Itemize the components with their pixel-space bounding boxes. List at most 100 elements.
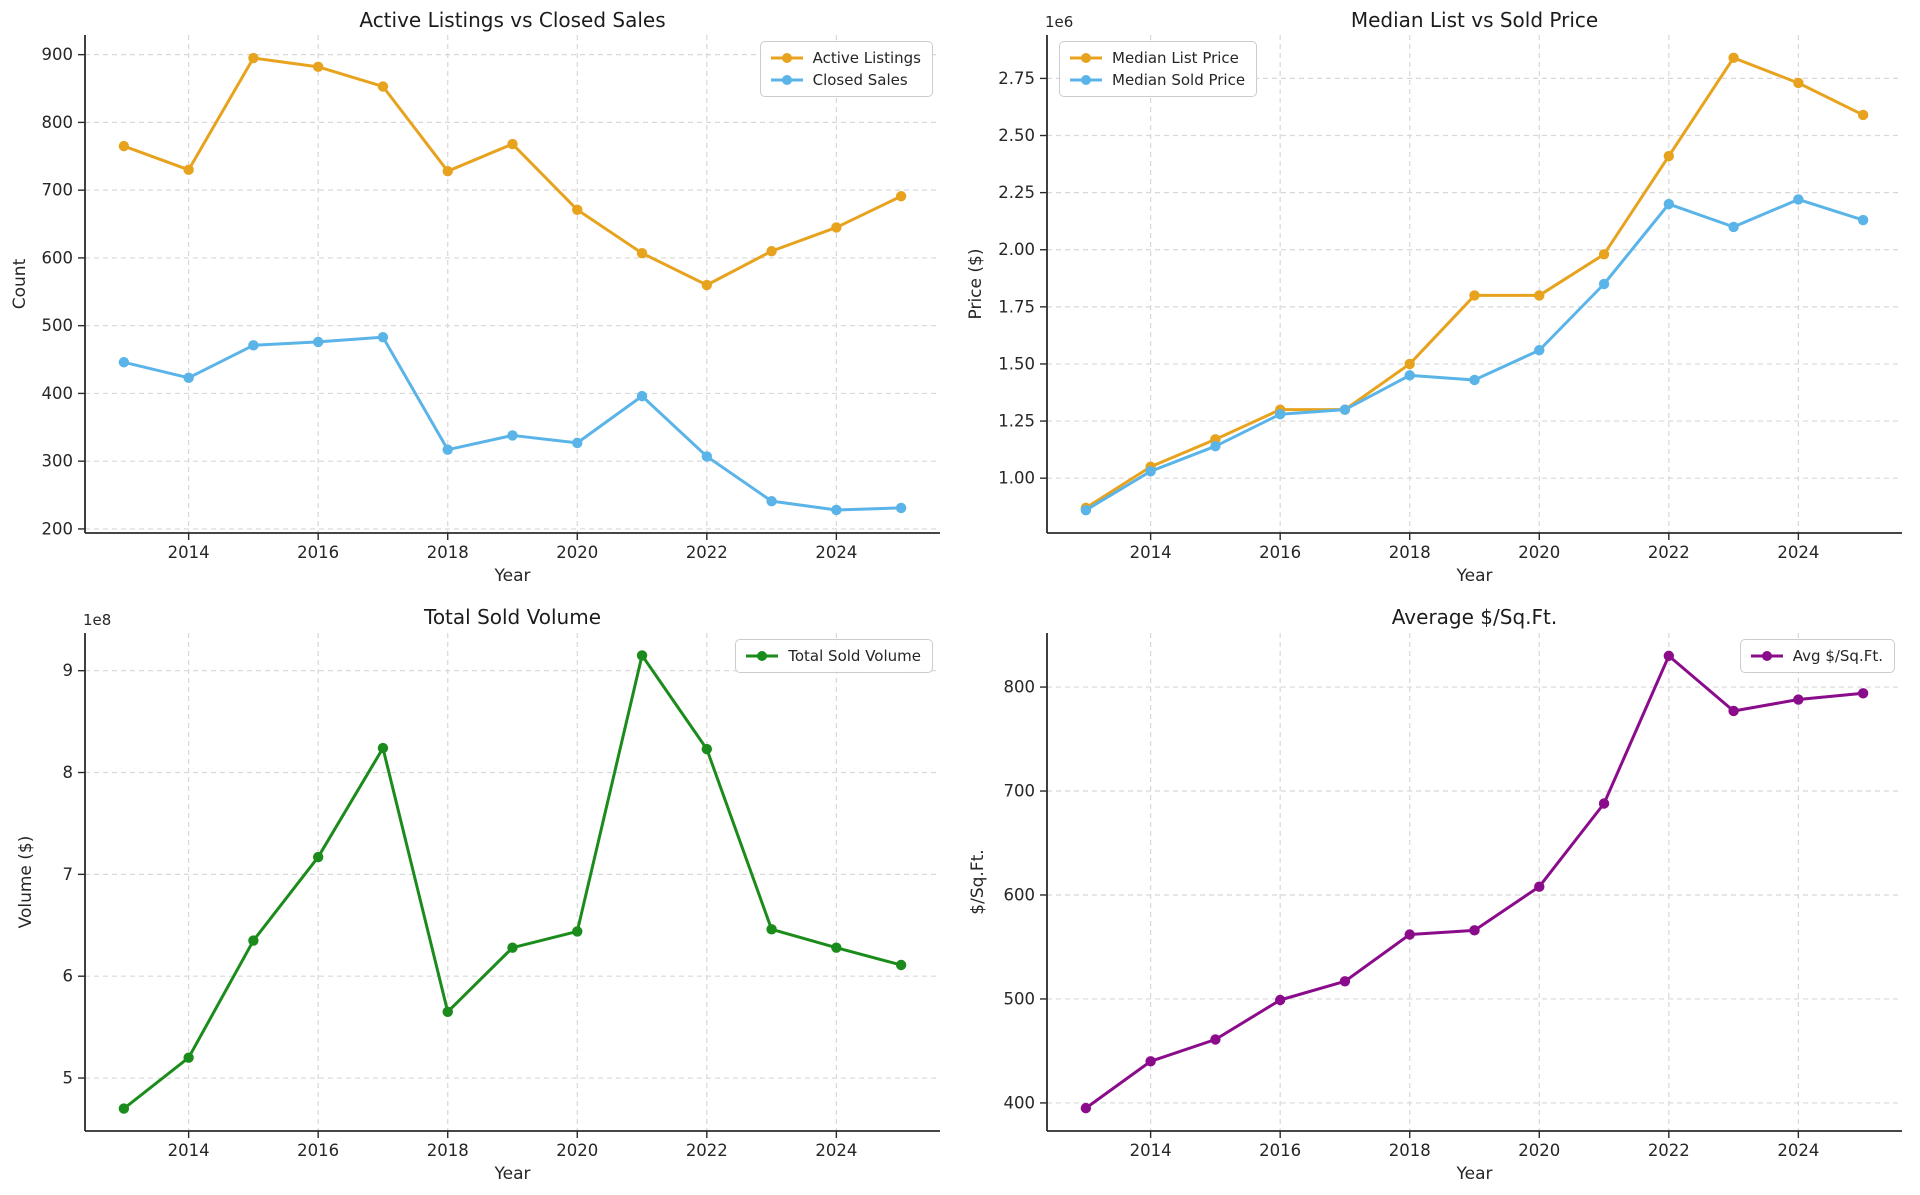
- data-point-marker: [1793, 194, 1804, 205]
- data-point-marker: [1793, 77, 1804, 89]
- data-point-marker: [118, 1103, 130, 1114]
- chart-median-list-vs-sold-price: Median List vs Sold Price Price ($) Year…: [960, 0, 1920, 598]
- x-tick-label: 2022: [1648, 543, 1690, 562]
- data-point-marker: [1339, 976, 1351, 987]
- legend: Median List Price Median Sold Price: [1059, 41, 1258, 97]
- legend-marker: [1081, 53, 1091, 63]
- y-tick-label: 400: [1004, 1093, 1036, 1112]
- data-point-marker: [1534, 290, 1545, 301]
- data-point-marker: [766, 924, 777, 935]
- x-tick-label: 2018: [427, 1141, 469, 1160]
- y-tick-label: 500: [1004, 989, 1036, 1008]
- legend: Total Sold Volume: [735, 639, 933, 673]
- data-point-marker: [183, 164, 194, 176]
- data-point-marker: [636, 390, 648, 402]
- y-tick-label: 300: [42, 452, 74, 471]
- x-axis-label: Year: [494, 566, 531, 586]
- data-point-marker: [895, 191, 907, 202]
- y-tick-label: 800: [1004, 678, 1036, 697]
- x-tick-label: 2024: [1777, 543, 1819, 562]
- data-point-marker: [1145, 466, 1156, 477]
- data-point-marker: [895, 959, 907, 971]
- data-point-marker: [507, 138, 518, 150]
- x-tick-label: 2020: [1518, 1141, 1560, 1160]
- y-tick-label: 1.00: [998, 469, 1035, 488]
- data-point-marker: [118, 140, 130, 152]
- legend-line-swatch: [746, 651, 779, 661]
- y-tick-label: 600: [1004, 885, 1036, 904]
- y-tick-label: 500: [42, 316, 74, 335]
- data-point-marker: [1663, 150, 1675, 162]
- y-tick-label: 7: [63, 865, 74, 884]
- data-point-marker: [442, 1006, 453, 1018]
- y-tick-label: 8: [63, 763, 74, 782]
- data-point-marker: [183, 1052, 194, 1063]
- y-tick-label: 2.25: [998, 183, 1035, 202]
- x-tick-label: 2022: [686, 543, 728, 562]
- x-tick-label: 2020: [556, 1141, 598, 1160]
- legend-line-swatch: [1070, 75, 1102, 85]
- x-tick-label: 2018: [427, 543, 469, 562]
- data-point-marker: [248, 340, 259, 351]
- x-tick-label: 2016: [297, 543, 339, 562]
- x-axis-label: Year: [494, 1164, 531, 1184]
- legend: Active Listings Closed Sales: [759, 41, 933, 97]
- y-tick-label: 5: [63, 1069, 74, 1088]
- data-point-marker: [1339, 404, 1351, 415]
- chart-title: Total Sold Volume: [424, 605, 601, 629]
- y-tick-label: 1.75: [998, 297, 1035, 316]
- data-point-marker: [507, 430, 518, 441]
- legend-label: Active Listings: [812, 49, 921, 67]
- data-point-marker: [831, 504, 842, 516]
- data-point-marker: [1663, 198, 1675, 210]
- y-tick-label: 1.25: [998, 412, 1035, 431]
- legend-marker: [757, 651, 768, 661]
- chart-average-price-per-sqft: Average $/Sq.Ft. $/Sq.Ft. Year 2014 2016 2…: [960, 597, 1920, 1195]
- x-tick-label: 2024: [815, 1141, 857, 1160]
- plot-area: 2014 2016 2018 2020 2022 2024 400 500 600 700 800: [1004, 633, 1902, 1160]
- x-tick-label: 2016: [1259, 1141, 1301, 1160]
- x-tick-label: 2014: [1130, 543, 1172, 562]
- data-point-marker: [1469, 374, 1480, 386]
- data-point-marker: [1598, 798, 1610, 809]
- data-point-marker: [831, 222, 842, 233]
- data-point-marker: [1404, 358, 1415, 370]
- x-tick-label: 2022: [1648, 1141, 1690, 1160]
- y-tick-label: 700: [1004, 782, 1036, 801]
- data-point-marker: [312, 61, 324, 73]
- y-tick-label: 6: [63, 967, 74, 986]
- data-point-marker: [442, 444, 453, 455]
- data-point-marker: [895, 502, 907, 514]
- chart-total-sold-volume: Total Sold Volume Volume ($) Year 1e8 20…: [0, 597, 960, 1195]
- data-point-marker: [1210, 1034, 1221, 1045]
- data-line-1: [1084, 56, 1865, 510]
- data-point-marker: [507, 942, 518, 953]
- x-tick-label: 2024: [1777, 1141, 1819, 1160]
- legend-item: Median List Price: [1069, 47, 1245, 69]
- data-point-marker: [1728, 705, 1739, 717]
- data-point-marker: [1534, 345, 1545, 356]
- data-point-marker: [442, 165, 453, 177]
- legend-item: Avg $/Sq.Ft.: [1750, 645, 1883, 667]
- data-point-marker: [701, 279, 713, 291]
- data-point-marker: [1404, 370, 1415, 381]
- data-line-1: [122, 653, 903, 1111]
- y-tick-label: 9: [63, 661, 74, 680]
- legend-line-swatch: [770, 53, 803, 63]
- data-point-marker: [766, 495, 777, 507]
- data-point-marker: [1663, 650, 1675, 662]
- data-point-marker: [118, 357, 130, 368]
- data-point-marker: [636, 247, 648, 259]
- data-point-marker: [377, 81, 389, 92]
- y-tick-label: 400: [42, 384, 74, 403]
- y-tick-label: 2.75: [998, 69, 1035, 88]
- data-point-marker: [1404, 929, 1415, 940]
- plot-area: 2014 2016 2018 2020 2022 2024 1.00 1.25 1.50 1.75…: [998, 35, 1902, 562]
- data-point-marker: [572, 926, 583, 937]
- data-line-2: [1084, 197, 1865, 512]
- legend-marker: [781, 75, 792, 85]
- data-point-marker: [312, 336, 324, 348]
- data-point-marker: [312, 851, 324, 863]
- legend-line-swatch: [1750, 651, 1783, 661]
